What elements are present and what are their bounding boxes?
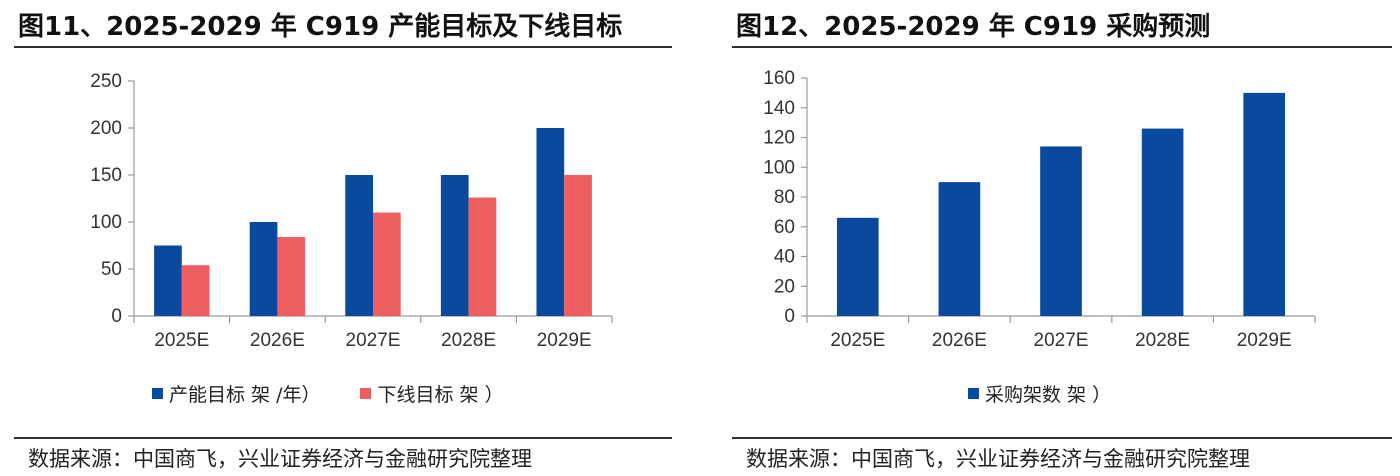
legend-label-capacity: 产能目标 架 /年） — [169, 384, 321, 406]
y-tick-label: 140 — [763, 98, 795, 119]
y-tick-label: 100 — [90, 212, 122, 233]
left-bar-chart: 0 50 100 150 200 250 2025E 2026E 2027E 2028E 2029E — [90, 71, 613, 351]
y-tick-label: 40 — [774, 247, 795, 268]
right-title-rule — [732, 46, 1392, 48]
y-tick-label: 150 — [90, 165, 122, 186]
legend-label-rollout: 下线目标 架 ） — [377, 384, 504, 406]
legend-swatch-purchase — [968, 388, 979, 399]
right-source-note: 数据来源：中国商飞，兴业证券经济与金融研究院整理 — [746, 447, 1250, 471]
y-tick-label: 160 — [763, 68, 795, 89]
bar-rollout-2027E — [373, 212, 401, 316]
y-tick-label: 250 — [90, 71, 122, 92]
bar-capacity-2026E — [249, 222, 278, 316]
bar-capacity-2025E — [154, 245, 182, 316]
x-tick-label: 2028E — [441, 330, 496, 351]
x-tick-label: 2028E — [1135, 330, 1190, 351]
right-source-rule — [732, 437, 1392, 439]
bar-capacity-2029E — [536, 128, 565, 316]
bar-purchase-2029E — [1243, 92, 1286, 316]
y-tick-label: 200 — [90, 118, 122, 139]
legend-swatch-rollout — [360, 388, 372, 399]
bar-purchase-2027E — [1040, 146, 1082, 316]
right-figure-panel: 图12、2025-2029 年 C919 采购预测 0 20 40 60 80 100 12… — [718, 0, 1400, 476]
left-source-note: 数据来源：中国商飞，兴业证券经济与金融研究院整理 — [28, 447, 532, 471]
x-tick-label: 2027E — [1034, 330, 1089, 351]
y-tick-label: 80 — [774, 187, 795, 208]
legend-swatch-capacity — [152, 388, 163, 399]
bar-rollout-2028E — [468, 197, 497, 316]
bar-purchase-2028E — [1141, 128, 1184, 316]
right-legend: 采购架数 架 ） — [968, 380, 1151, 407]
right-bar-chart: 0 20 40 60 80 100 120 140 160 2025E 2026E 2027E 2028… — [763, 68, 1316, 351]
x-tick-label: 2026E — [250, 330, 305, 351]
bar-rollout-2026E — [277, 237, 306, 316]
y-tick-label: 0 — [111, 306, 122, 327]
x-tick-label: 2025E — [830, 330, 885, 351]
y-tick-label: 60 — [774, 217, 795, 238]
bar-rollout-2029E — [564, 175, 592, 316]
left-figure-title: 图11、2025-2029 年 C919 产能目标及下线目标 — [18, 12, 623, 42]
y-tick-label: 20 — [774, 276, 795, 297]
x-tick-label: 2027E — [346, 330, 401, 351]
right-figure-title: 图12、2025-2029 年 C919 采购预测 — [736, 12, 1211, 42]
bar-purchase-2025E — [836, 217, 879, 316]
bar-capacity-2028E — [440, 175, 469, 316]
y-tick-label: 100 — [763, 157, 795, 178]
left-source-rule — [14, 437, 672, 439]
legend-label-purchase: 采购架数 架 ） — [985, 384, 1112, 406]
y-tick-label: 120 — [763, 128, 795, 149]
y-tick-label: 50 — [101, 259, 122, 280]
left-legend: 产能目标 架 /年） 下线目标 架 ） — [152, 380, 544, 407]
left-figure-panel: 图11、2025-2029 年 C919 产能目标及下线目标 0 50 100 150… — [0, 0, 680, 476]
x-tick-label: 2029E — [537, 330, 592, 351]
bar-rollout-2025E — [181, 265, 210, 316]
x-tick-label: 2026E — [932, 330, 987, 351]
y-tick-label: 0 — [784, 306, 795, 327]
left-title-rule — [14, 46, 672, 48]
bar-capacity-2027E — [345, 175, 373, 316]
bar-purchase-2026E — [938, 182, 981, 316]
x-tick-label: 2029E — [1237, 330, 1292, 351]
x-tick-label: 2025E — [154, 330, 209, 351]
